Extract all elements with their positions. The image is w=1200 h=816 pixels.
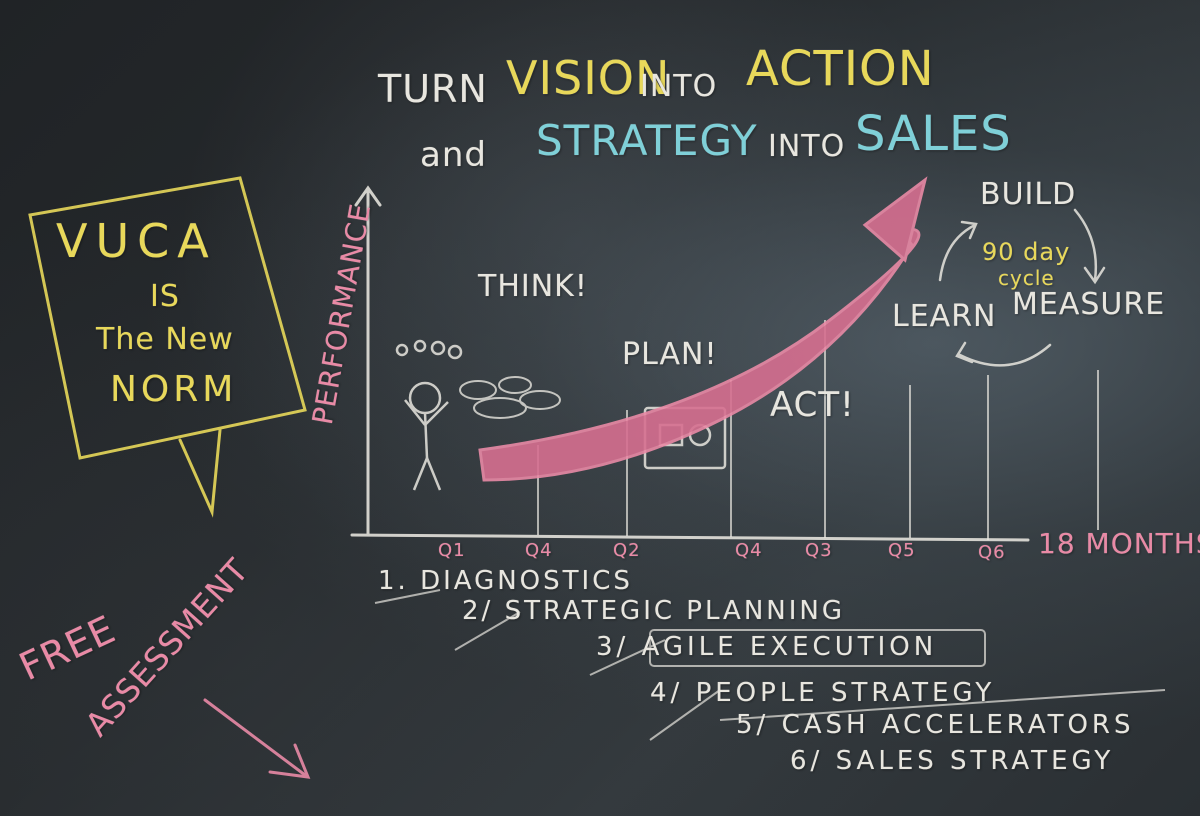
tick-label: Q3 (805, 540, 833, 561)
tick-label: Q4 (735, 540, 763, 561)
chart-axes (350, 185, 1030, 542)
assessment-arrow (203, 698, 311, 779)
title-word-sales: SALES (855, 106, 1012, 162)
cycle-measure: MEASURE (1012, 287, 1166, 322)
step-1: 1. DIAGNOSTICS (378, 566, 633, 596)
step-3: 3/ AGILE EXECUTION (596, 632, 938, 662)
title-word-action: ACTION (746, 41, 935, 97)
duration-label: 18 MONTHS (1038, 527, 1200, 560)
tick-label: Q5 (888, 540, 916, 561)
tick-label: Q2 (613, 540, 641, 561)
tick-label: Q6 (978, 542, 1006, 563)
idea-bubbles (459, 376, 561, 419)
vuca-is-text: IS (150, 279, 180, 314)
title-word-into-1: INTO (640, 69, 718, 104)
cycle-build: BUILD (980, 177, 1077, 212)
vuca-text: VUCA (56, 214, 217, 268)
vuca-speech-box (28, 176, 307, 518)
step-marks (374, 589, 1166, 741)
tick-label: Q1 (438, 540, 466, 561)
cycle-center-2: cycle (998, 266, 1055, 290)
title-word-turn: TURN (378, 67, 488, 111)
vuca-norm-text: NORM (110, 369, 238, 410)
y-axis-arrow (354, 185, 382, 207)
title-word-vision: VISION (506, 51, 671, 105)
vuca-new-text: The New (96, 322, 234, 357)
step-6: 6/ SALES STRATEGY (790, 746, 1115, 776)
title-word-strategy: STRATEGY (536, 116, 758, 165)
growth-arrow (478, 176, 928, 482)
tick-label: Q4 (525, 540, 553, 561)
title-word-and: and (420, 135, 487, 175)
cycle-arrows (938, 208, 1106, 367)
step-5: 5/ CASH ACCELERATORS (736, 710, 1135, 740)
thinking-figure (395, 339, 463, 491)
cycle-center: 90 day (982, 238, 1071, 266)
step-4: 4/ PEOPLE STRATEGY (650, 678, 996, 708)
title-word-into-2: INTO (768, 129, 846, 164)
stage-plan: PLAN! (622, 337, 718, 372)
cycle-learn: LEARN (892, 299, 997, 334)
stage-think: THINK! (478, 269, 588, 304)
stage-act: ACT! (770, 385, 855, 425)
x-axis (350, 533, 1030, 542)
step-2: 2/ STRATEGIC PLANNING (462, 596, 845, 626)
